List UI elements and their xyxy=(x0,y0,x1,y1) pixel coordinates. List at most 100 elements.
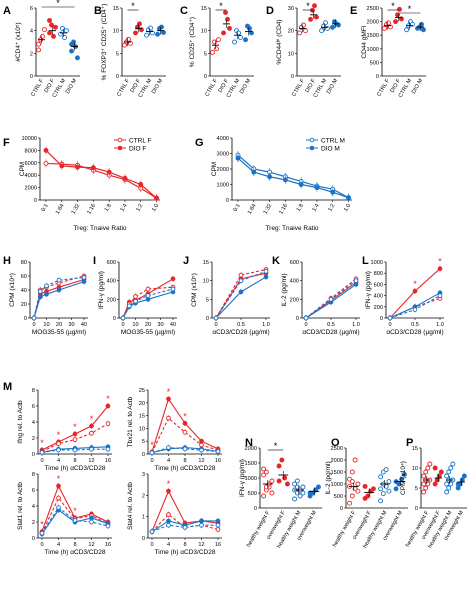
y-tick-label: 500 xyxy=(370,60,379,66)
data-point xyxy=(261,493,267,499)
y-tick-label: 0 xyxy=(380,316,383,322)
significance-star: * xyxy=(106,394,110,404)
x-tick-label: 1:4 xyxy=(120,203,129,213)
data-point xyxy=(159,24,164,30)
data-point xyxy=(47,18,52,23)
x-tick-label: 1:64 xyxy=(55,203,66,215)
data-point xyxy=(386,20,391,26)
x-tick-label: 8 xyxy=(183,542,186,548)
panel-l: L 0 200 400 600 800 1000 IFN-γ (pg/ml) αCD3/CD28… xyxy=(362,255,444,336)
category-label: CTRL F xyxy=(116,77,131,97)
x-tick-label: 1:0 xyxy=(343,203,352,213)
category-label: DIO M xyxy=(239,78,252,95)
y-tick-label: 2000 xyxy=(367,20,379,26)
x-tick-label: 0 xyxy=(388,322,391,328)
data-point xyxy=(365,493,371,499)
y-axis-label: Stat4 rel. to Actb xyxy=(127,482,134,530)
y-axis-label: % CD25⁺ (CD4⁺) xyxy=(189,17,196,67)
panel-letter: I xyxy=(93,255,96,267)
significance-star: * xyxy=(413,279,417,289)
y-axis-label: CPM xyxy=(19,162,26,176)
y-tick-label: 6 xyxy=(32,404,35,410)
panel-letter: N xyxy=(245,437,253,449)
y-tick-label: 0 xyxy=(291,74,294,80)
data-point xyxy=(166,415,171,421)
x-tick-label: 0 xyxy=(40,542,43,548)
data-point xyxy=(182,446,188,452)
data-point xyxy=(105,403,111,409)
y-tick-label: 600 xyxy=(374,282,383,288)
data-point xyxy=(378,498,384,504)
data-point xyxy=(149,450,155,456)
data-point xyxy=(117,145,123,151)
data-point xyxy=(446,485,452,491)
y-tick-label: 6 xyxy=(30,6,33,12)
data-point xyxy=(51,33,56,39)
data-point xyxy=(133,298,138,304)
x-tick-label: 0.5 xyxy=(327,322,335,328)
y-tick-label: 60 xyxy=(21,274,27,280)
data-point xyxy=(303,315,309,321)
y-tick-label: 5 xyxy=(415,486,418,492)
y-axis-label: CPM (x10⁵) xyxy=(191,273,198,307)
y-tick-label: 0 xyxy=(116,74,119,80)
x-tick-label: 0 xyxy=(150,458,153,464)
y-tick-label: 15 xyxy=(139,414,145,420)
data-point xyxy=(238,272,244,278)
significance-star: * xyxy=(167,387,171,397)
y-tick-label: 10 xyxy=(203,279,209,285)
significance-star: * xyxy=(438,257,442,267)
data-point xyxy=(133,30,138,36)
data-point xyxy=(235,155,241,161)
data-point xyxy=(216,37,221,43)
data-point xyxy=(309,137,315,143)
data-point xyxy=(105,446,111,452)
data-point xyxy=(72,431,78,437)
y-tick-label: 0 xyxy=(376,74,379,80)
y-tick-label: 1500 xyxy=(245,461,257,467)
data-point xyxy=(69,48,74,54)
data-point xyxy=(105,421,111,426)
data-point xyxy=(437,266,443,272)
data-point xyxy=(437,293,443,298)
data-point xyxy=(355,481,361,487)
significance-star: * xyxy=(73,506,77,516)
data-point xyxy=(43,160,49,166)
y-tick-label: 20 xyxy=(288,29,294,35)
x-tick-label: 1:2 xyxy=(135,203,144,213)
data-point xyxy=(349,469,355,475)
significance-star: * xyxy=(57,430,61,440)
data-point xyxy=(56,441,61,446)
data-point xyxy=(105,523,111,529)
data-point xyxy=(90,165,96,171)
data-point xyxy=(444,473,450,479)
panel-letter: O xyxy=(331,437,340,449)
significance-star: * xyxy=(391,1,395,11)
data-point xyxy=(47,30,52,36)
data-point xyxy=(308,16,313,22)
y-tick-label: 600 xyxy=(107,260,116,266)
data-point xyxy=(89,519,94,525)
y-tick-label: 1500 xyxy=(331,470,343,476)
series-line xyxy=(41,448,108,453)
y-tick-label: 1 xyxy=(142,515,145,521)
x-tick-label: 8 xyxy=(183,458,186,464)
data-point xyxy=(455,485,461,491)
x-tick-label: 8 xyxy=(73,542,76,548)
data-point xyxy=(459,477,465,483)
data-point xyxy=(149,529,155,534)
data-point xyxy=(89,423,94,429)
series-line xyxy=(151,513,219,532)
x-tick-label: 40 xyxy=(170,322,176,328)
y-tick-label: 0 xyxy=(206,316,209,322)
y-tick-label: 0 xyxy=(32,536,35,542)
data-point xyxy=(362,483,368,489)
category-label: healthy weight F xyxy=(246,509,272,548)
y-tick-label: 1000 xyxy=(331,482,343,488)
legend-label: CTRL M xyxy=(321,138,345,145)
data-point xyxy=(393,486,399,492)
data-point xyxy=(352,457,358,463)
data-point xyxy=(44,291,49,297)
data-point xyxy=(309,145,315,151)
